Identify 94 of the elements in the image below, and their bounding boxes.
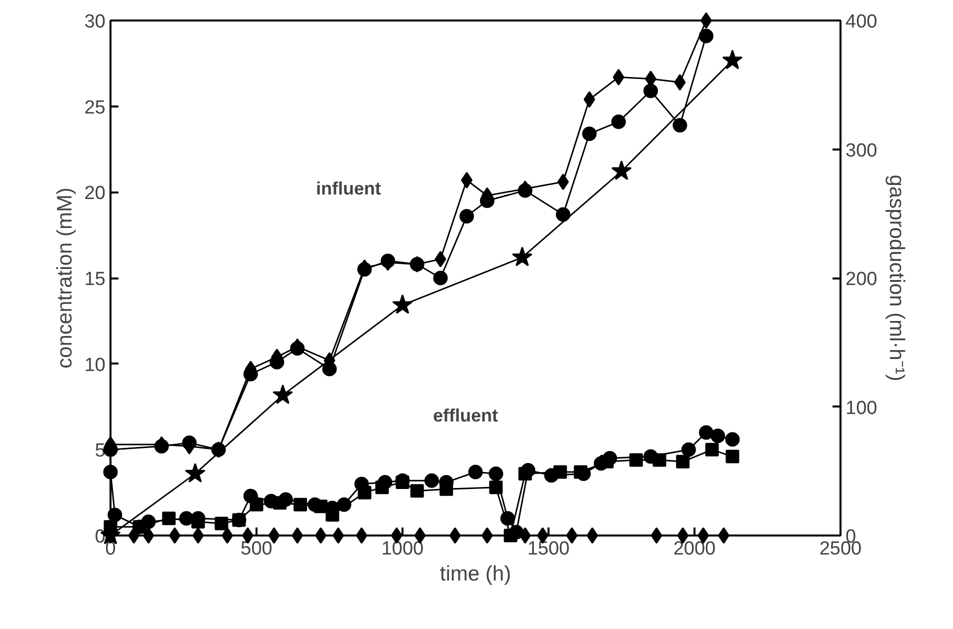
point [168, 527, 180, 544]
point [396, 476, 410, 490]
point [214, 516, 228, 530]
point [556, 207, 570, 222]
x-tick-label: 1500 [527, 538, 570, 560]
point [410, 484, 424, 498]
y-tick-label: 30 [84, 12, 106, 32]
x-tick-label: 500 [240, 538, 272, 560]
point [108, 508, 122, 522]
y-tick-label: 20 [84, 183, 106, 204]
point [103, 464, 118, 480]
point [676, 454, 690, 468]
point [512, 246, 532, 266]
point [222, 527, 234, 544]
point [600, 454, 614, 468]
point [434, 250, 446, 268]
y2-tick-label: 300 [846, 140, 878, 162]
point [698, 425, 714, 440]
point [191, 515, 205, 529]
x-axis-title: time (h) [440, 562, 512, 586]
point [250, 498, 264, 512]
point [128, 527, 140, 544]
point [314, 500, 328, 514]
point [192, 527, 204, 544]
point [375, 480, 389, 494]
x-tick-label: 2000 [673, 538, 716, 560]
point [232, 513, 246, 527]
point [611, 160, 632, 180]
point [357, 262, 372, 277]
y-tick-label: 5 [94, 440, 106, 462]
point [424, 473, 439, 488]
y-tick-label: 25 [84, 97, 106, 118]
point [652, 453, 666, 467]
point [557, 174, 569, 190]
point [612, 68, 624, 86]
point [518, 466, 532, 480]
point [518, 183, 532, 198]
point [725, 432, 740, 447]
point [489, 480, 503, 494]
point [582, 126, 597, 142]
point [681, 442, 696, 457]
point [322, 362, 337, 376]
point [584, 91, 596, 108]
point [184, 462, 206, 483]
point [718, 527, 730, 544]
point [380, 254, 396, 268]
y2-tick-label: 100 [846, 398, 878, 419]
point [162, 512, 176, 526]
point [726, 450, 740, 464]
point [574, 465, 588, 479]
point [449, 527, 461, 544]
point [358, 486, 372, 500]
point [460, 172, 472, 188]
point [674, 74, 686, 91]
point [553, 465, 567, 479]
point [481, 527, 493, 544]
point [468, 464, 483, 480]
y2-tick-label: 200 [846, 269, 878, 290]
point [488, 466, 504, 481]
x-tick-label: 1000 [381, 538, 424, 560]
point [672, 118, 688, 132]
annotation: influent [316, 178, 382, 198]
point [154, 438, 169, 454]
point [440, 482, 454, 496]
point [294, 498, 308, 512]
point [273, 496, 287, 510]
point [705, 442, 719, 456]
annotation: effluent [433, 406, 498, 426]
point [292, 527, 304, 544]
point [272, 384, 294, 404]
point [700, 12, 712, 29]
point [611, 114, 626, 130]
y-tick-label: 10 [84, 354, 106, 376]
point [182, 436, 197, 450]
y2-tick-label: 400 [846, 12, 878, 32]
y2-axis-title: gasproduction (ml·h⁻¹) [885, 174, 908, 382]
point [356, 527, 368, 544]
point [586, 527, 598, 544]
point [142, 527, 154, 544]
point [629, 453, 643, 467]
point [392, 294, 413, 314]
point [290, 341, 305, 356]
point [504, 528, 518, 542]
point [698, 28, 714, 44]
y-axis-title: concentration (mM) [53, 188, 76, 368]
point [650, 527, 662, 544]
y-tick-label: 15 [84, 269, 106, 290]
point [332, 527, 344, 544]
point [710, 428, 726, 444]
point [314, 527, 326, 544]
point [459, 208, 474, 224]
point [433, 270, 448, 286]
point [722, 50, 743, 70]
point [643, 84, 658, 98]
